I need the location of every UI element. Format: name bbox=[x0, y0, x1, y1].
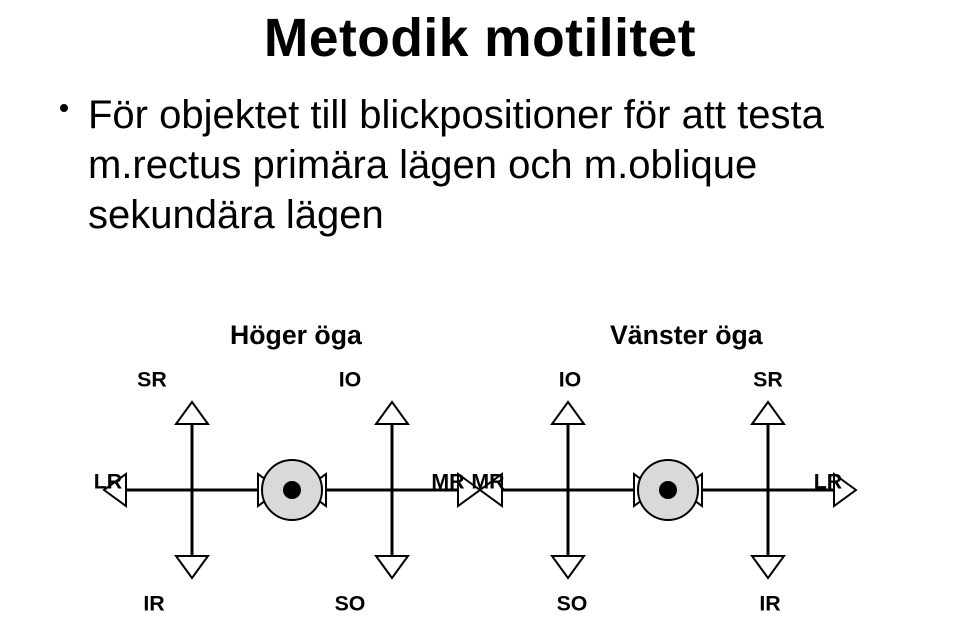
label-right-ir: IR bbox=[143, 592, 164, 617]
label-left-io: IO bbox=[559, 368, 582, 393]
label-left-so: SO bbox=[557, 592, 588, 617]
label-right-io: IO bbox=[339, 368, 362, 393]
motility-diagram bbox=[0, 0, 960, 636]
label-right-sr: SR bbox=[137, 368, 167, 393]
label-left-lr: LR bbox=[814, 470, 842, 495]
label-left-mr: MR bbox=[471, 470, 504, 495]
label-left-sr: SR bbox=[753, 368, 783, 393]
label-left-ir: IR bbox=[759, 592, 780, 617]
label-right-mr: MR bbox=[431, 470, 464, 495]
label-right-lr: LR bbox=[94, 470, 122, 495]
label-right-so: SO bbox=[335, 592, 366, 617]
